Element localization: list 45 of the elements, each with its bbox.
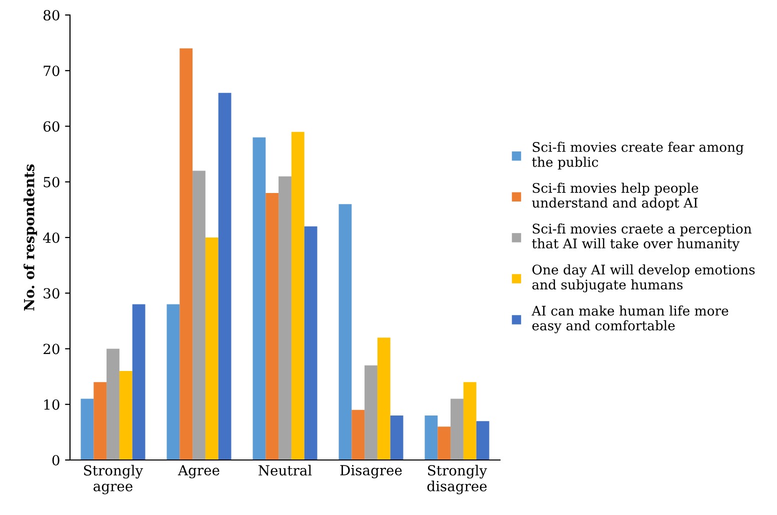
bar [80, 398, 94, 460]
bar [278, 176, 292, 460]
y-tick-label: 10 [44, 399, 60, 410]
bar [476, 421, 490, 460]
bar [119, 371, 132, 460]
bar [304, 226, 318, 460]
bar [106, 348, 120, 460]
y-tick-label: 60 [44, 121, 60, 132]
legend-label: Sci-fi movies craete a perception that AI will take over humanity [532, 223, 752, 252]
x-tick-label: Neutral [258, 464, 312, 476]
x-tick-label: Agree [178, 465, 220, 478]
legend-label: AI can make human life more easy and comfortable [532, 305, 728, 334]
x-tick-label: Strongly disagree [427, 464, 488, 494]
bar [192, 170, 206, 460]
y-axis-title: No. of respondents [24, 164, 38, 311]
y-tick-label: 20 [44, 344, 60, 354]
bar [166, 304, 180, 460]
bar [94, 382, 107, 460]
bar [338, 204, 352, 460]
bar [252, 137, 266, 460]
bar [266, 193, 279, 460]
y-tick-label: 80 [44, 10, 60, 20]
y-tick-label: 40 [43, 232, 60, 243]
y-tick-label: 0 [52, 454, 60, 466]
legend-label: Sci-fi movies create fear among the public [532, 142, 744, 170]
x-tick-label: Strongly agree [84, 464, 144, 494]
bar [364, 365, 378, 460]
bar [291, 132, 304, 460]
bar [132, 304, 146, 460]
bar [180, 48, 193, 460]
bar [218, 92, 232, 460]
x-tick-label: Disagree [340, 465, 402, 478]
bar [352, 410, 365, 460]
bar [450, 398, 464, 460]
y-tick-label: 50 [44, 176, 60, 188]
bar [377, 338, 390, 460]
bar [205, 238, 218, 460]
bar [424, 416, 438, 460]
bar [438, 426, 451, 460]
bar [390, 416, 404, 460]
y-tick-label: 70 [44, 66, 60, 76]
bar [463, 382, 476, 460]
y-tick-label: 30 [44, 288, 60, 299]
legend-label: One day AI will develop emotions and subjugate humans [532, 264, 755, 292]
legend-label: Sci-fi movies help people understand and adopt AI [532, 182, 698, 210]
